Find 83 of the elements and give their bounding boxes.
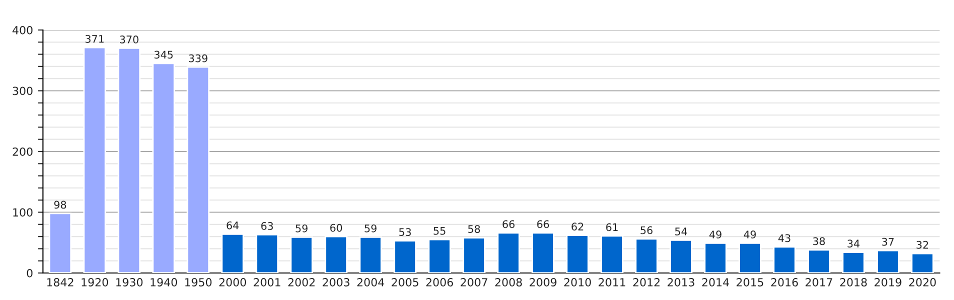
data-label: 49: [709, 230, 722, 238]
data-label: 60: [330, 224, 342, 232]
data-label: 37: [882, 238, 894, 246]
x-tick-label: 2011: [598, 278, 626, 286]
bar: [290, 236, 313, 273]
bar: [394, 240, 416, 273]
bar: [497, 232, 520, 273]
data-label: 38: [813, 237, 825, 246]
x-tick-label: 2000: [219, 278, 246, 286]
bar: [48, 212, 72, 273]
x-tick-label: 1930: [116, 278, 143, 286]
bar: [256, 234, 279, 273]
x-tick-label: 2016: [771, 278, 798, 286]
x-tick-label: 2020: [909, 278, 936, 286]
data-label: 43: [778, 234, 790, 242]
x-tick-label: 2015: [736, 278, 764, 286]
data-label: 66: [537, 220, 550, 228]
data-label: 34: [848, 240, 860, 248]
bar: [738, 242, 762, 273]
x-tick-label: 2012: [633, 278, 660, 286]
data-label: 61: [606, 223, 618, 232]
bar: [566, 234, 589, 273]
bar: [221, 233, 244, 273]
data-label: 66: [502, 220, 515, 228]
x-tick-label: 2004: [357, 278, 384, 286]
bar: [118, 48, 141, 273]
bar: [532, 232, 554, 273]
y-tick-label: 0: [26, 268, 32, 278]
x-tick-label: 2019: [874, 278, 902, 286]
x-tick-label: 2002: [288, 278, 315, 286]
y-tick-label: 100: [13, 208, 32, 217]
bar: [600, 235, 624, 273]
data-label: 55: [434, 227, 446, 235]
x-tick-label: 2014: [702, 278, 730, 286]
bar: [911, 252, 934, 273]
bar: [704, 242, 727, 273]
x-tick-label: 2009: [530, 278, 556, 286]
x-tick-label: 1940: [150, 278, 178, 286]
data-label: 62: [572, 222, 584, 231]
data-label: 98: [54, 200, 66, 209]
y-tick-label: 300: [12, 86, 32, 96]
x-tick-label: 2001: [254, 278, 280, 286]
bar: [83, 46, 106, 273]
data-label: 56: [640, 226, 652, 234]
x-tick-label: 1920: [82, 278, 108, 286]
y-tick-label: 400: [12, 26, 32, 34]
bar: [186, 66, 210, 273]
x-tick-label: 2017: [806, 278, 832, 286]
data-label: 339: [188, 54, 208, 62]
bar: [876, 250, 900, 273]
bar: [842, 252, 865, 273]
x-tick-label: 2018: [840, 278, 867, 286]
x-tick-label: 2010: [564, 278, 591, 286]
data-label: 370: [120, 36, 138, 44]
data-label: 345: [154, 50, 173, 59]
bar: [670, 240, 692, 273]
data-label: 59: [296, 224, 308, 232]
data-label: 59: [364, 224, 376, 232]
x-tick-label: 2006: [426, 278, 454, 286]
bar: [152, 62, 176, 273]
data-label: 49: [744, 230, 756, 238]
data-label: 64: [226, 221, 239, 230]
bar: [808, 249, 830, 273]
x-tick-label: 1842: [47, 278, 74, 286]
bar: [462, 237, 486, 273]
bar: [428, 238, 451, 273]
x-tick-label: 2013: [668, 278, 694, 286]
data-label: 32: [916, 240, 928, 249]
bar: [773, 246, 796, 273]
x-tick-label: 2005: [392, 278, 418, 286]
bar: [359, 236, 382, 273]
data-label: 63: [261, 222, 273, 230]
bar: [635, 238, 658, 273]
y-tick-label: 200: [12, 147, 32, 156]
data-label: 58: [468, 225, 480, 233]
data-label: 54: [675, 228, 688, 236]
x-tick-label: 2007: [460, 278, 488, 286]
x-tick-label: 1950: [185, 278, 212, 286]
data-label: 371: [86, 34, 104, 43]
x-tick-label: 2008: [495, 278, 522, 286]
data-label: 53: [399, 228, 411, 236]
x-tick-label: 2003: [322, 278, 350, 286]
bar: [324, 236, 348, 273]
